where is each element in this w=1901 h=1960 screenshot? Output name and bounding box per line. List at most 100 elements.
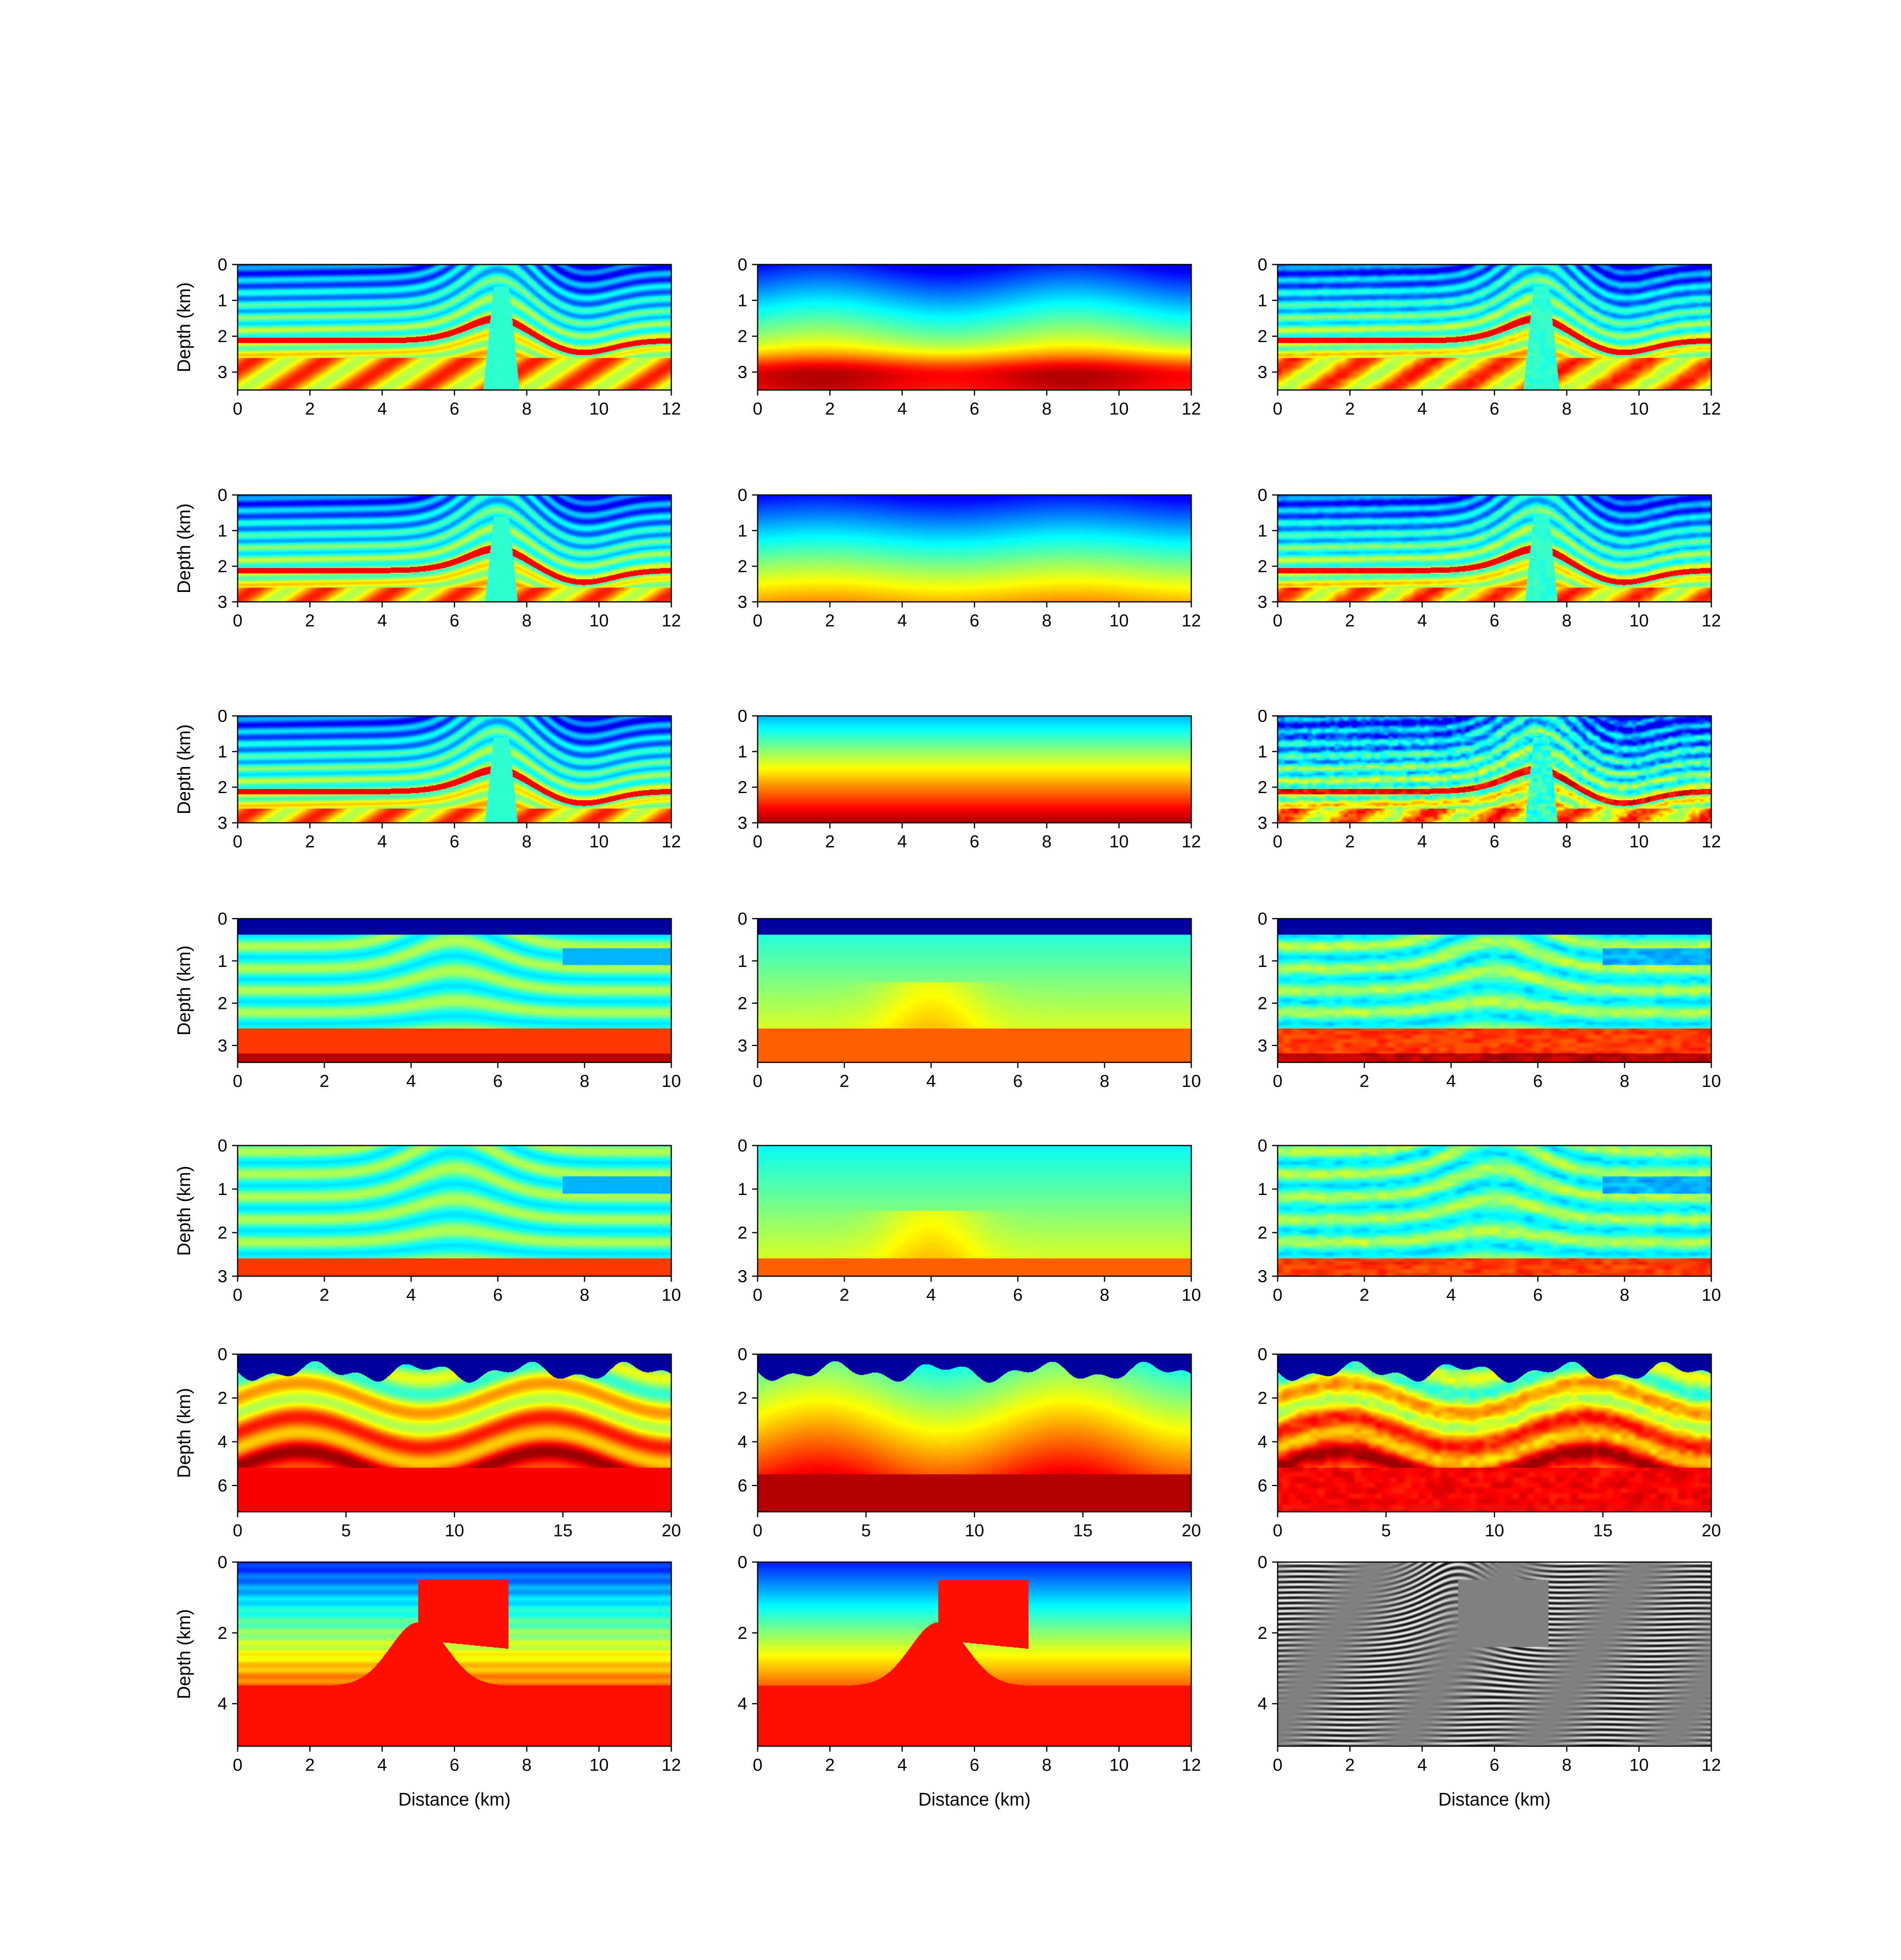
heatmap-image xyxy=(1278,265,1711,390)
x-tick-label: 10 xyxy=(589,832,609,851)
x-tick-label: 10 xyxy=(1109,611,1129,630)
heatmap-image xyxy=(758,1562,1191,1746)
panel-5-3: 0 2 4 6 8 10 0 1 2 3 xyxy=(1258,1136,1721,1305)
x-tick-label: 4 xyxy=(1417,1755,1427,1775)
panel-7-1: 0 2 4 6 8 10 12 0 2 4 Depth (km) Distance (km) xyxy=(173,1553,681,1810)
x-tick-label: 8 xyxy=(522,399,531,419)
x-tick-label: 12 xyxy=(1182,399,1201,419)
x-tick-label: 5 xyxy=(861,1521,871,1540)
heatmap-image xyxy=(238,716,671,823)
x-tick-label: 4 xyxy=(377,832,387,851)
heatmap-image xyxy=(758,716,1191,823)
y-tick-label: 1 xyxy=(1258,291,1267,310)
heatmap-image xyxy=(238,1562,671,1746)
x-tick-label: 10 xyxy=(1702,1285,1721,1305)
plot-frame xyxy=(1277,1145,1712,1277)
y-tick-label: 1 xyxy=(218,291,227,310)
x-tick-label: 20 xyxy=(1182,1521,1201,1540)
heatmap-image xyxy=(1278,716,1711,823)
y-tick-label: 3 xyxy=(738,1267,747,1286)
x-tick-label: 2 xyxy=(1360,1071,1369,1091)
x-tick-label: 10 xyxy=(589,611,609,630)
y-tick-label: 1 xyxy=(218,742,227,761)
heatmap-image xyxy=(1278,495,1711,602)
y-tick-label: 2 xyxy=(218,778,227,797)
x-tick-label: 0 xyxy=(753,832,762,851)
x-tick-label: 10 xyxy=(445,1521,464,1540)
y-axis-label: Depth (km) xyxy=(173,724,194,814)
y-tick-label: 3 xyxy=(1258,1036,1267,1055)
panel-5-1: 0 2 4 6 8 10 0 1 2 3 Depth (km) xyxy=(173,1136,681,1305)
y-tick-label: 6 xyxy=(738,1476,747,1496)
plot-frame xyxy=(237,1145,672,1277)
x-tick-label: 0 xyxy=(233,1071,242,1091)
x-tick-label: 6 xyxy=(970,399,979,419)
y-axis-label: Depth (km) xyxy=(173,946,194,1035)
y-axis-label: Depth (km) xyxy=(173,282,194,372)
x-tick-label: 10 xyxy=(1182,1071,1201,1091)
x-tick-label: 15 xyxy=(1593,1521,1613,1540)
x-tick-label: 6 xyxy=(493,1071,503,1091)
x-tick-label: 0 xyxy=(753,1071,762,1091)
y-tick-label: 0 xyxy=(738,1345,747,1364)
x-tick-label: 10 xyxy=(1109,832,1129,851)
x-tick-label: 12 xyxy=(1702,399,1721,419)
x-tick-label: 6 xyxy=(1490,611,1499,630)
y-axis-label: Depth (km) xyxy=(173,503,194,593)
x-tick-label: 8 xyxy=(1042,399,1051,419)
y-tick-label: 3 xyxy=(738,1036,747,1055)
x-tick-label: 0 xyxy=(1273,399,1282,419)
x-tick-label: 12 xyxy=(1182,1755,1201,1775)
y-tick-label: 0 xyxy=(218,1345,227,1364)
plot-frame xyxy=(1277,918,1712,1063)
y-tick-label: 0 xyxy=(218,909,227,929)
x-tick-label: 2 xyxy=(305,1755,314,1775)
y-tick-label: 4 xyxy=(738,1694,747,1714)
y-tick-label: 0 xyxy=(218,485,227,505)
heatmap-image xyxy=(238,919,671,1062)
x-tick-label: 8 xyxy=(1562,611,1571,630)
y-tick-label: 2 xyxy=(218,1389,227,1408)
x-tick-label: 12 xyxy=(1702,611,1721,630)
x-tick-label: 4 xyxy=(1417,832,1427,851)
y-tick-label: 0 xyxy=(738,255,747,274)
x-tick-label: 10 xyxy=(1629,611,1649,630)
x-tick-label: 4 xyxy=(1446,1285,1456,1305)
x-tick-label: 0 xyxy=(753,1285,762,1305)
y-tick-label: 1 xyxy=(738,291,747,310)
y-tick-label: 3 xyxy=(1258,592,1267,612)
x-tick-label: 5 xyxy=(341,1521,351,1540)
y-tick-label: 1 xyxy=(738,742,747,761)
x-tick-label: 20 xyxy=(1702,1521,1721,1540)
y-tick-label: 0 xyxy=(738,1136,747,1155)
x-tick-label: 12 xyxy=(662,832,681,851)
y-tick-label: 2 xyxy=(1258,327,1267,346)
x-tick-label: 10 xyxy=(1109,1755,1129,1775)
x-tick-label: 6 xyxy=(1013,1071,1023,1091)
x-tick-label: 2 xyxy=(320,1285,329,1305)
x-tick-label: 8 xyxy=(522,611,531,630)
heatmap-image xyxy=(238,1354,671,1512)
y-tick-label: 2 xyxy=(1258,1389,1267,1408)
x-tick-label: 8 xyxy=(1042,611,1051,630)
x-tick-label: 10 xyxy=(1629,399,1649,419)
x-tick-label: 12 xyxy=(1702,832,1721,851)
y-tick-label: 2 xyxy=(738,557,747,576)
x-tick-label: 2 xyxy=(840,1285,849,1305)
x-tick-label: 6 xyxy=(1490,832,1499,851)
x-tick-label: 8 xyxy=(1620,1071,1629,1091)
x-tick-label: 6 xyxy=(450,1755,459,1775)
x-tick-label: 0 xyxy=(233,832,242,851)
heatmap-image xyxy=(758,495,1191,602)
x-tick-label: 10 xyxy=(1629,832,1649,851)
x-tick-label: 6 xyxy=(450,611,459,630)
y-tick-label: 3 xyxy=(738,813,747,833)
x-tick-label: 2 xyxy=(305,399,314,419)
x-tick-label: 10 xyxy=(1182,1285,1201,1305)
x-tick-label: 10 xyxy=(965,1521,984,1540)
x-tick-label: 8 xyxy=(1100,1071,1109,1091)
heatmap-image xyxy=(1278,1354,1711,1512)
